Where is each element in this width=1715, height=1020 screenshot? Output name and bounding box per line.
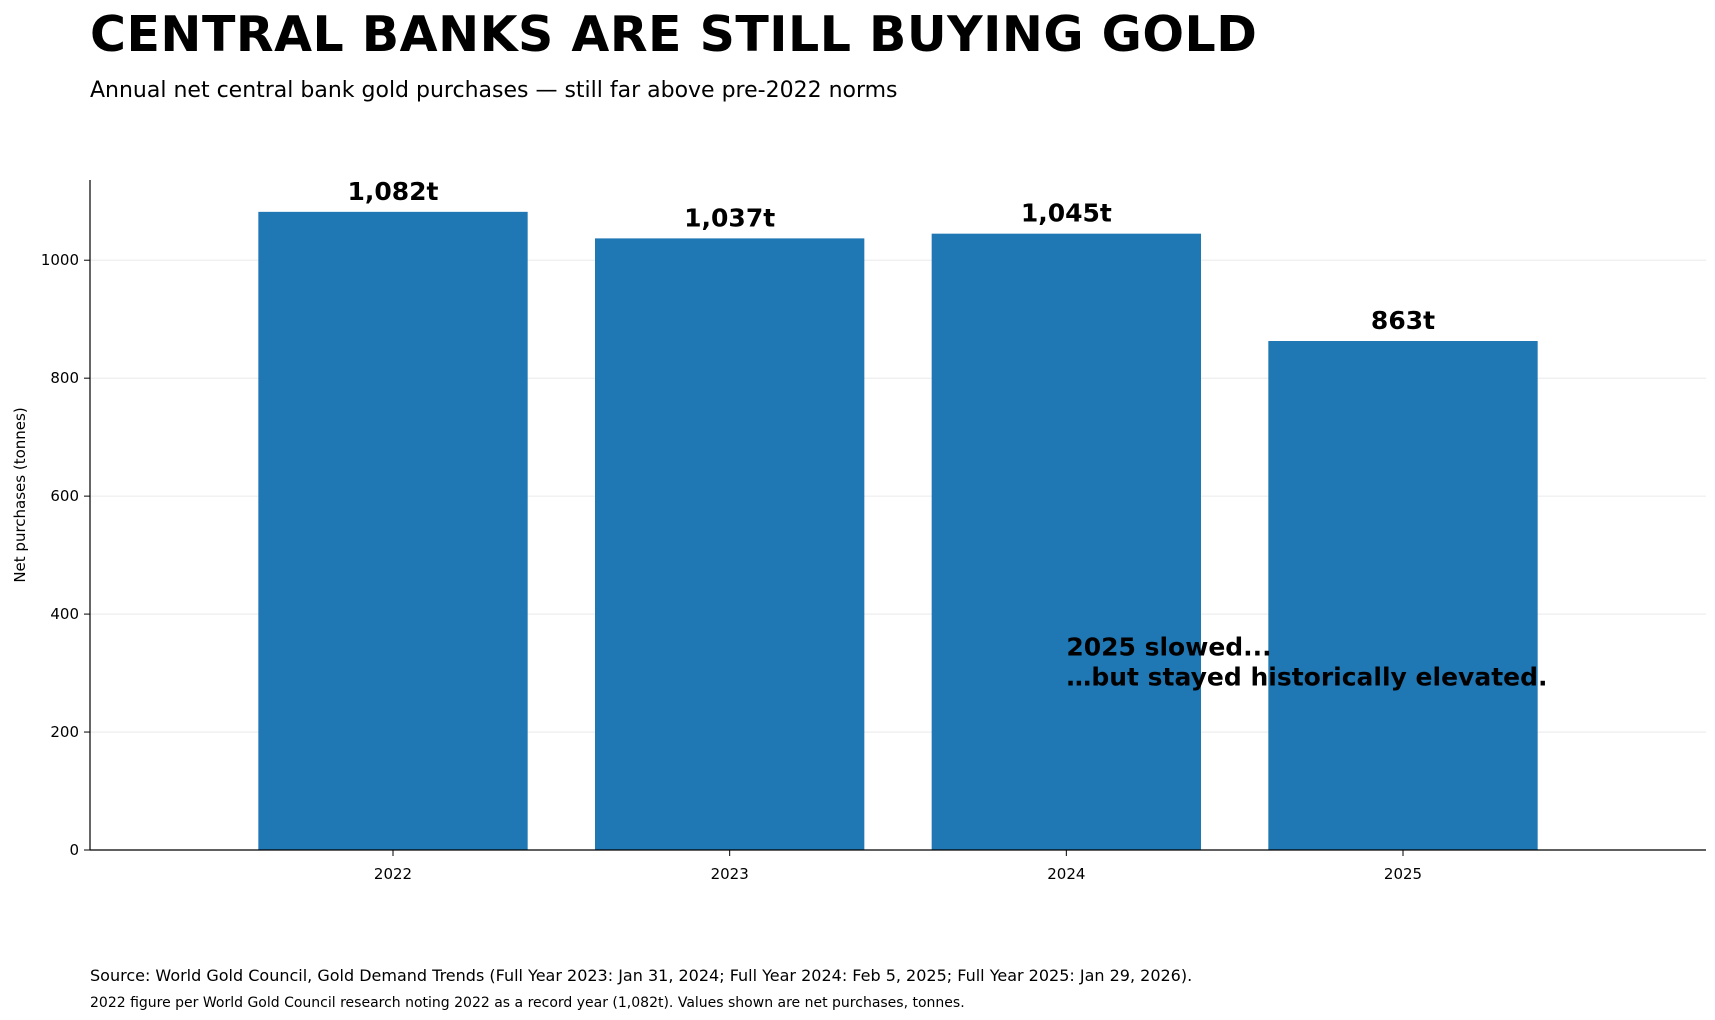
y-tick-label: 1000 bbox=[41, 251, 79, 269]
bar-2025 bbox=[1268, 341, 1538, 850]
annotation-line: …but stayed historically elevated. bbox=[1066, 662, 1547, 691]
data-label: 863t bbox=[1371, 306, 1435, 335]
axes: 0 200 400 600 800 1000 2022 2023 2024 2025 Net pur… bbox=[11, 180, 1706, 883]
bars bbox=[258, 211, 1538, 851]
annotation: 2025 slowed... …but stayed historically e… bbox=[1066, 632, 1547, 691]
annotation-line: 2025 slowed... bbox=[1066, 632, 1271, 661]
x-tick-label: 2023 bbox=[711, 865, 749, 883]
footnote: 2022 figure per World Gold Council resea… bbox=[90, 995, 965, 1011]
data-label: 1,082t bbox=[347, 177, 438, 206]
y-tick-label: 800 bbox=[50, 369, 79, 387]
source-note: Source: World Gold Council, Gold Demand … bbox=[90, 966, 1193, 985]
y-tick-label: 200 bbox=[50, 723, 79, 741]
x-tick-label: 2024 bbox=[1047, 865, 1085, 883]
x-tick-label: 2025 bbox=[1384, 865, 1422, 883]
y-tick-label: 0 bbox=[69, 841, 79, 859]
bar-2023 bbox=[595, 238, 865, 850]
chart-subtitle: Annual net central bank gold purchases —… bbox=[90, 78, 898, 103]
annotation-text: 2025 slowed... …but stayed historically e… bbox=[1066, 632, 1547, 691]
y-axis-label: Net purchases (tonnes) bbox=[11, 407, 29, 582]
x-tick-label: 2022 bbox=[374, 865, 412, 883]
y-tick-label: 600 bbox=[50, 487, 79, 505]
data-label: 1,037t bbox=[684, 203, 775, 232]
y-tick-label: 400 bbox=[50, 605, 79, 623]
chart-title: CENTRAL BANKS ARE STILL BUYING GOLD bbox=[90, 6, 1258, 63]
data-labels: 1,082t 1,037t 1,045t 863t bbox=[347, 177, 1435, 335]
bar-2022 bbox=[258, 211, 528, 851]
bar-2024 bbox=[931, 233, 1201, 850]
data-label: 1,045t bbox=[1021, 199, 1112, 228]
